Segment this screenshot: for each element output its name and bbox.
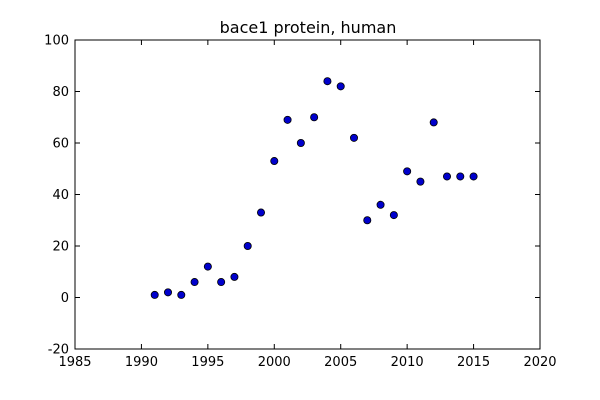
- plot-frame: [74, 39, 541, 350]
- data-point: [389, 211, 398, 220]
- y-tick-label: 100: [44, 34, 69, 49]
- data-point: [203, 262, 212, 271]
- data-point: [230, 272, 239, 281]
- data-point: [469, 172, 478, 181]
- x-tick-label: 1985: [58, 355, 91, 370]
- chart-title: bace1 protein, human: [220, 18, 397, 37]
- data-point: [310, 113, 319, 122]
- data-point: [163, 288, 172, 297]
- y-tick-label: 0: [61, 291, 69, 306]
- data-point: [376, 200, 385, 209]
- y-tick-label: 60: [52, 137, 69, 152]
- data-point: [349, 133, 358, 142]
- y-tick-label: -20: [48, 343, 69, 358]
- x-tick-label: 2005: [324, 355, 357, 370]
- axis-ticks: 1985 1990 1995 2000 2005 2010 2015 2020 -20 0 20 40…: [44, 34, 556, 371]
- data-point: [363, 216, 372, 225]
- data-point: [256, 208, 265, 217]
- y-tick-label: 20: [52, 240, 69, 255]
- data-point: [270, 157, 279, 166]
- x-tick-label: 2000: [258, 355, 291, 370]
- x-tick-label: 2010: [391, 355, 424, 370]
- data-point: [296, 138, 305, 147]
- data-point: [442, 172, 451, 181]
- data-point: [217, 278, 226, 287]
- x-tick-label: 2020: [523, 355, 556, 370]
- x-tick-label: 1995: [191, 355, 224, 370]
- data-point: [243, 241, 252, 250]
- y-tick-label: 40: [52, 188, 69, 203]
- data-point: [336, 82, 345, 91]
- data-point: [429, 118, 438, 127]
- data-point: [283, 115, 292, 124]
- y-tick-label: 80: [52, 85, 69, 100]
- data-point: [403, 167, 412, 176]
- data-point: [456, 172, 465, 181]
- x-tick-label: 1990: [125, 355, 158, 370]
- data-point: [150, 290, 159, 299]
- data-point: [416, 177, 425, 186]
- data-points: [150, 77, 478, 299]
- x-tick-label: 2015: [457, 355, 490, 370]
- data-point: [177, 290, 186, 299]
- data-point: [323, 77, 332, 86]
- data-point: [190, 278, 199, 287]
